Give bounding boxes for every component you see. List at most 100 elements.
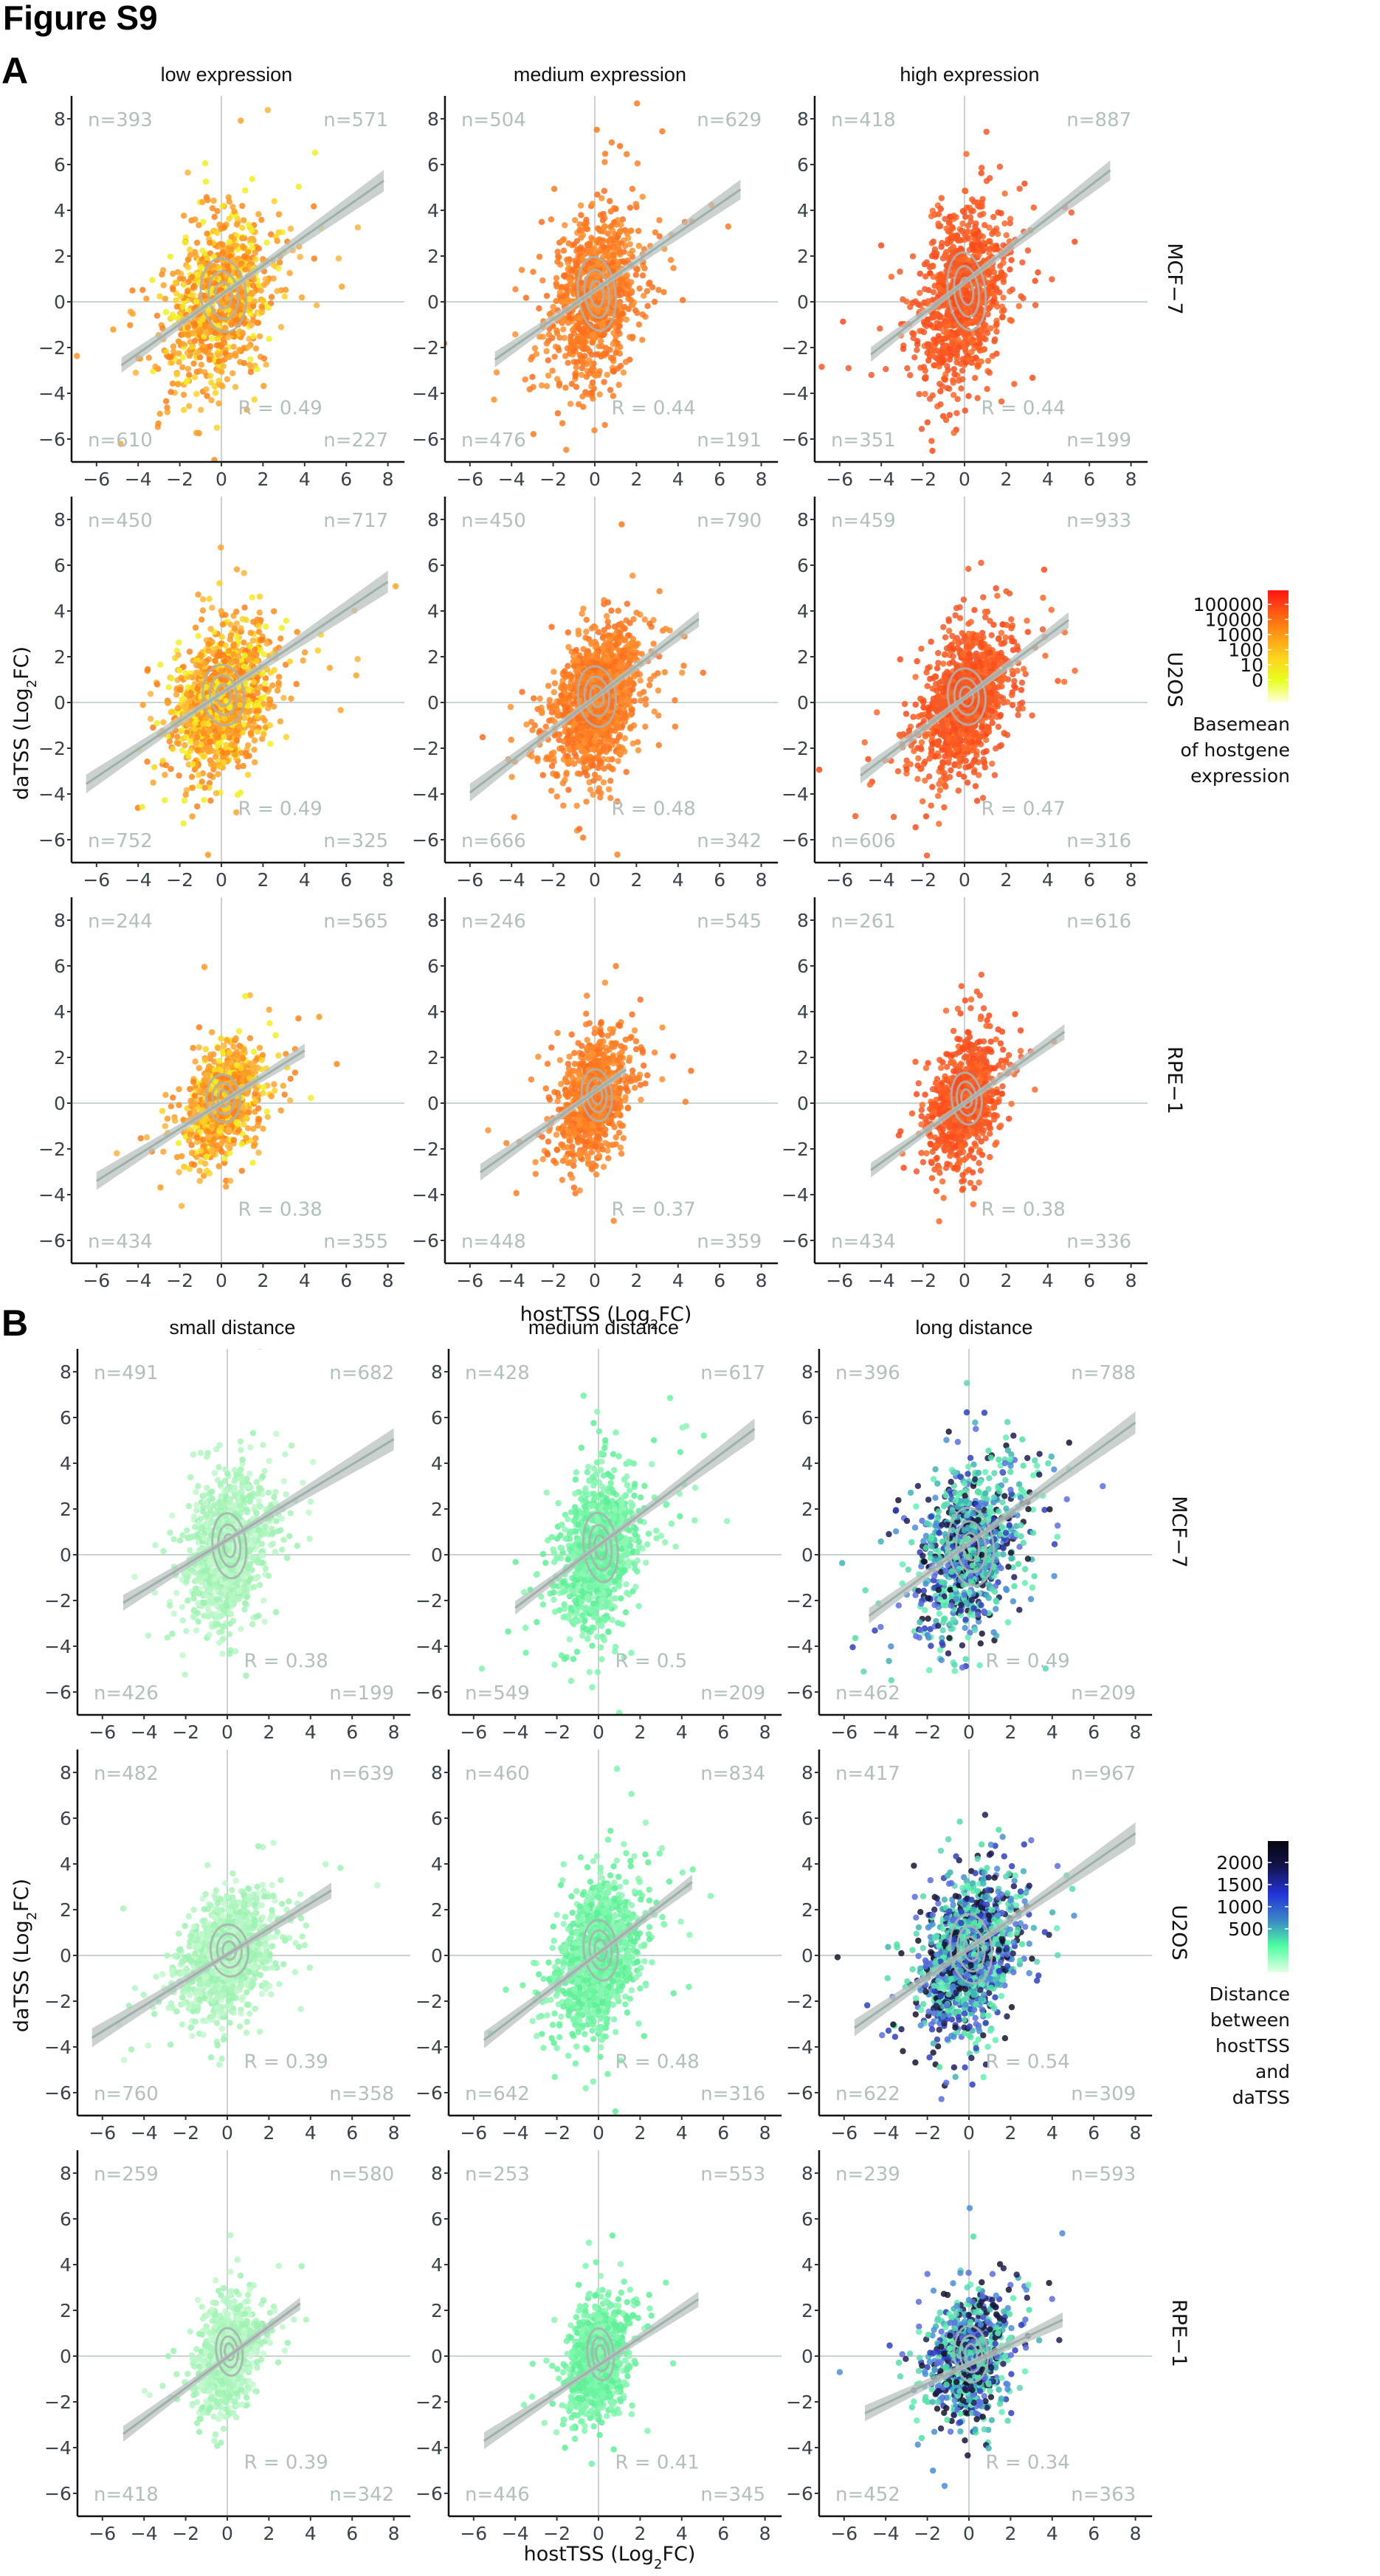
data-point bbox=[224, 750, 231, 756]
data-point bbox=[562, 283, 570, 290]
data-point bbox=[941, 376, 948, 382]
data-point bbox=[190, 329, 196, 336]
data-point bbox=[201, 784, 208, 791]
data-point bbox=[216, 725, 223, 732]
data-point bbox=[962, 407, 969, 414]
data-point bbox=[204, 393, 210, 399]
data-point bbox=[185, 753, 192, 759]
data-point bbox=[964, 270, 970, 277]
data-point bbox=[632, 201, 640, 207]
data-point bbox=[622, 359, 629, 365]
data-point bbox=[965, 356, 971, 364]
data-point bbox=[162, 295, 169, 303]
data-point bbox=[634, 309, 641, 317]
data-point bbox=[1032, 302, 1039, 308]
data-point bbox=[545, 372, 552, 379]
data-point bbox=[651, 298, 658, 305]
data-point bbox=[175, 740, 182, 747]
data-point bbox=[275, 211, 283, 218]
data-point bbox=[979, 300, 985, 306]
data-point bbox=[962, 255, 968, 262]
data-point bbox=[313, 302, 320, 308]
data-point bbox=[601, 187, 608, 194]
data-point bbox=[613, 350, 619, 356]
data-point bbox=[545, 357, 551, 364]
data-point bbox=[528, 356, 534, 363]
data-point bbox=[1019, 259, 1026, 266]
data-point bbox=[543, 383, 551, 390]
data-point bbox=[241, 253, 248, 260]
data-point bbox=[992, 275, 999, 283]
regression-line bbox=[120, 179, 384, 367]
data-point bbox=[232, 317, 239, 323]
x-tick-label: −4 bbox=[125, 469, 152, 490]
data-point bbox=[240, 762, 246, 770]
data-point bbox=[190, 291, 196, 299]
data-point bbox=[627, 241, 633, 248]
data-point bbox=[605, 238, 612, 245]
data-point bbox=[201, 292, 208, 299]
data-point bbox=[196, 429, 202, 437]
data-point bbox=[942, 322, 949, 328]
x-tick-label: 4 bbox=[1042, 469, 1054, 490]
data-point bbox=[242, 187, 249, 194]
data-point bbox=[214, 322, 221, 328]
data-point bbox=[938, 354, 945, 361]
data-point bbox=[624, 151, 630, 158]
data-point bbox=[262, 686, 269, 692]
data-point bbox=[144, 759, 151, 765]
data-point bbox=[216, 763, 223, 770]
data-point bbox=[518, 266, 525, 273]
data-point bbox=[286, 658, 294, 665]
data-point bbox=[617, 142, 624, 150]
data-point bbox=[999, 314, 1006, 320]
data-point bbox=[639, 193, 646, 200]
data-point bbox=[945, 236, 951, 243]
data-point bbox=[314, 647, 321, 654]
data-point bbox=[914, 341, 921, 348]
data-point bbox=[897, 268, 903, 275]
data-point bbox=[250, 333, 257, 339]
x-tick-label: −6 bbox=[826, 469, 853, 490]
data-point bbox=[951, 366, 958, 373]
data-point bbox=[537, 334, 543, 340]
data-point bbox=[162, 797, 168, 804]
data-point bbox=[194, 686, 201, 692]
data-point bbox=[619, 275, 627, 283]
data-point bbox=[543, 340, 551, 347]
data-point bbox=[939, 339, 945, 345]
data-point bbox=[942, 371, 949, 378]
data-point bbox=[266, 722, 273, 728]
x-tick-label: 4 bbox=[299, 469, 311, 490]
data-point bbox=[600, 237, 607, 244]
data-point bbox=[961, 209, 967, 216]
data-point bbox=[972, 375, 979, 381]
data-point bbox=[572, 373, 579, 379]
data-point bbox=[164, 404, 170, 411]
data-point bbox=[249, 638, 256, 644]
data-point bbox=[561, 272, 567, 279]
data-point bbox=[576, 221, 583, 228]
data-point bbox=[562, 384, 569, 391]
data-point bbox=[219, 621, 227, 628]
data-point bbox=[177, 293, 184, 300]
data-point bbox=[184, 288, 191, 294]
data-point bbox=[1000, 294, 1007, 301]
data-point bbox=[249, 282, 257, 289]
data-point bbox=[216, 580, 223, 587]
data-point bbox=[201, 660, 208, 667]
data-point bbox=[263, 362, 269, 368]
data-point bbox=[245, 344, 252, 351]
data-point bbox=[929, 297, 936, 303]
data-point bbox=[573, 336, 581, 342]
data-point bbox=[601, 224, 607, 230]
data-point bbox=[990, 213, 997, 221]
data-point bbox=[639, 311, 646, 318]
data-point bbox=[230, 235, 237, 243]
data-point bbox=[199, 778, 205, 785]
x-tick-label: 4 bbox=[672, 469, 684, 490]
data-point bbox=[958, 237, 965, 244]
x-tick-label: −4 bbox=[868, 469, 895, 490]
data-point bbox=[132, 369, 139, 376]
